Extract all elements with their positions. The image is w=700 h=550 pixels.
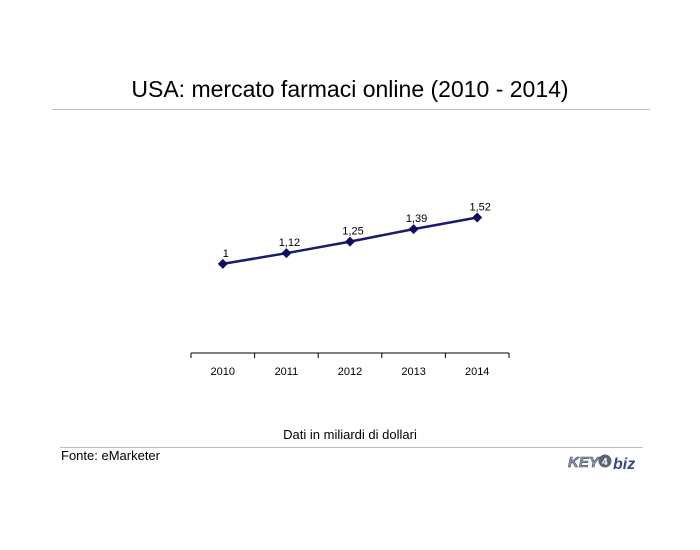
x-tick-label-2012: 2012: [338, 366, 362, 378]
data-point-2011: [281, 248, 292, 259]
data-label-2011: 1,12: [279, 237, 300, 249]
chart-title: USA: mercato farmaci online (2010 - 2014…: [131, 76, 569, 102]
key4biz-logo: KEY 4 biz: [568, 454, 636, 473]
data-point-2010: [217, 258, 228, 269]
data-label-2012: 1,25: [342, 226, 363, 238]
x-tick-label-2011: 2011: [275, 366, 299, 378]
data-label-2014: 1,52: [469, 202, 490, 214]
x-tick-label-2010: 2010: [211, 366, 235, 378]
data-point-2013: [408, 224, 419, 235]
unit-note: Dati in miliardi di dollari: [283, 427, 417, 442]
svg-text:KEY: KEY: [568, 454, 601, 471]
x-tick-label-2014: 2014: [465, 366, 489, 378]
svg-text:biz: biz: [613, 456, 635, 473]
data-label-2010: 1: [223, 248, 229, 260]
data-label-2013: 1,39: [406, 213, 427, 225]
svg-text:4: 4: [602, 457, 608, 468]
source-note: Fonte: eMarketer: [61, 448, 160, 463]
x-tick-label-2013: 2013: [401, 366, 425, 378]
data-point-2012: [345, 236, 355, 247]
data-point-2014: [472, 212, 483, 223]
title-divider: [52, 109, 650, 110]
footer-divider: [60, 447, 643, 448]
